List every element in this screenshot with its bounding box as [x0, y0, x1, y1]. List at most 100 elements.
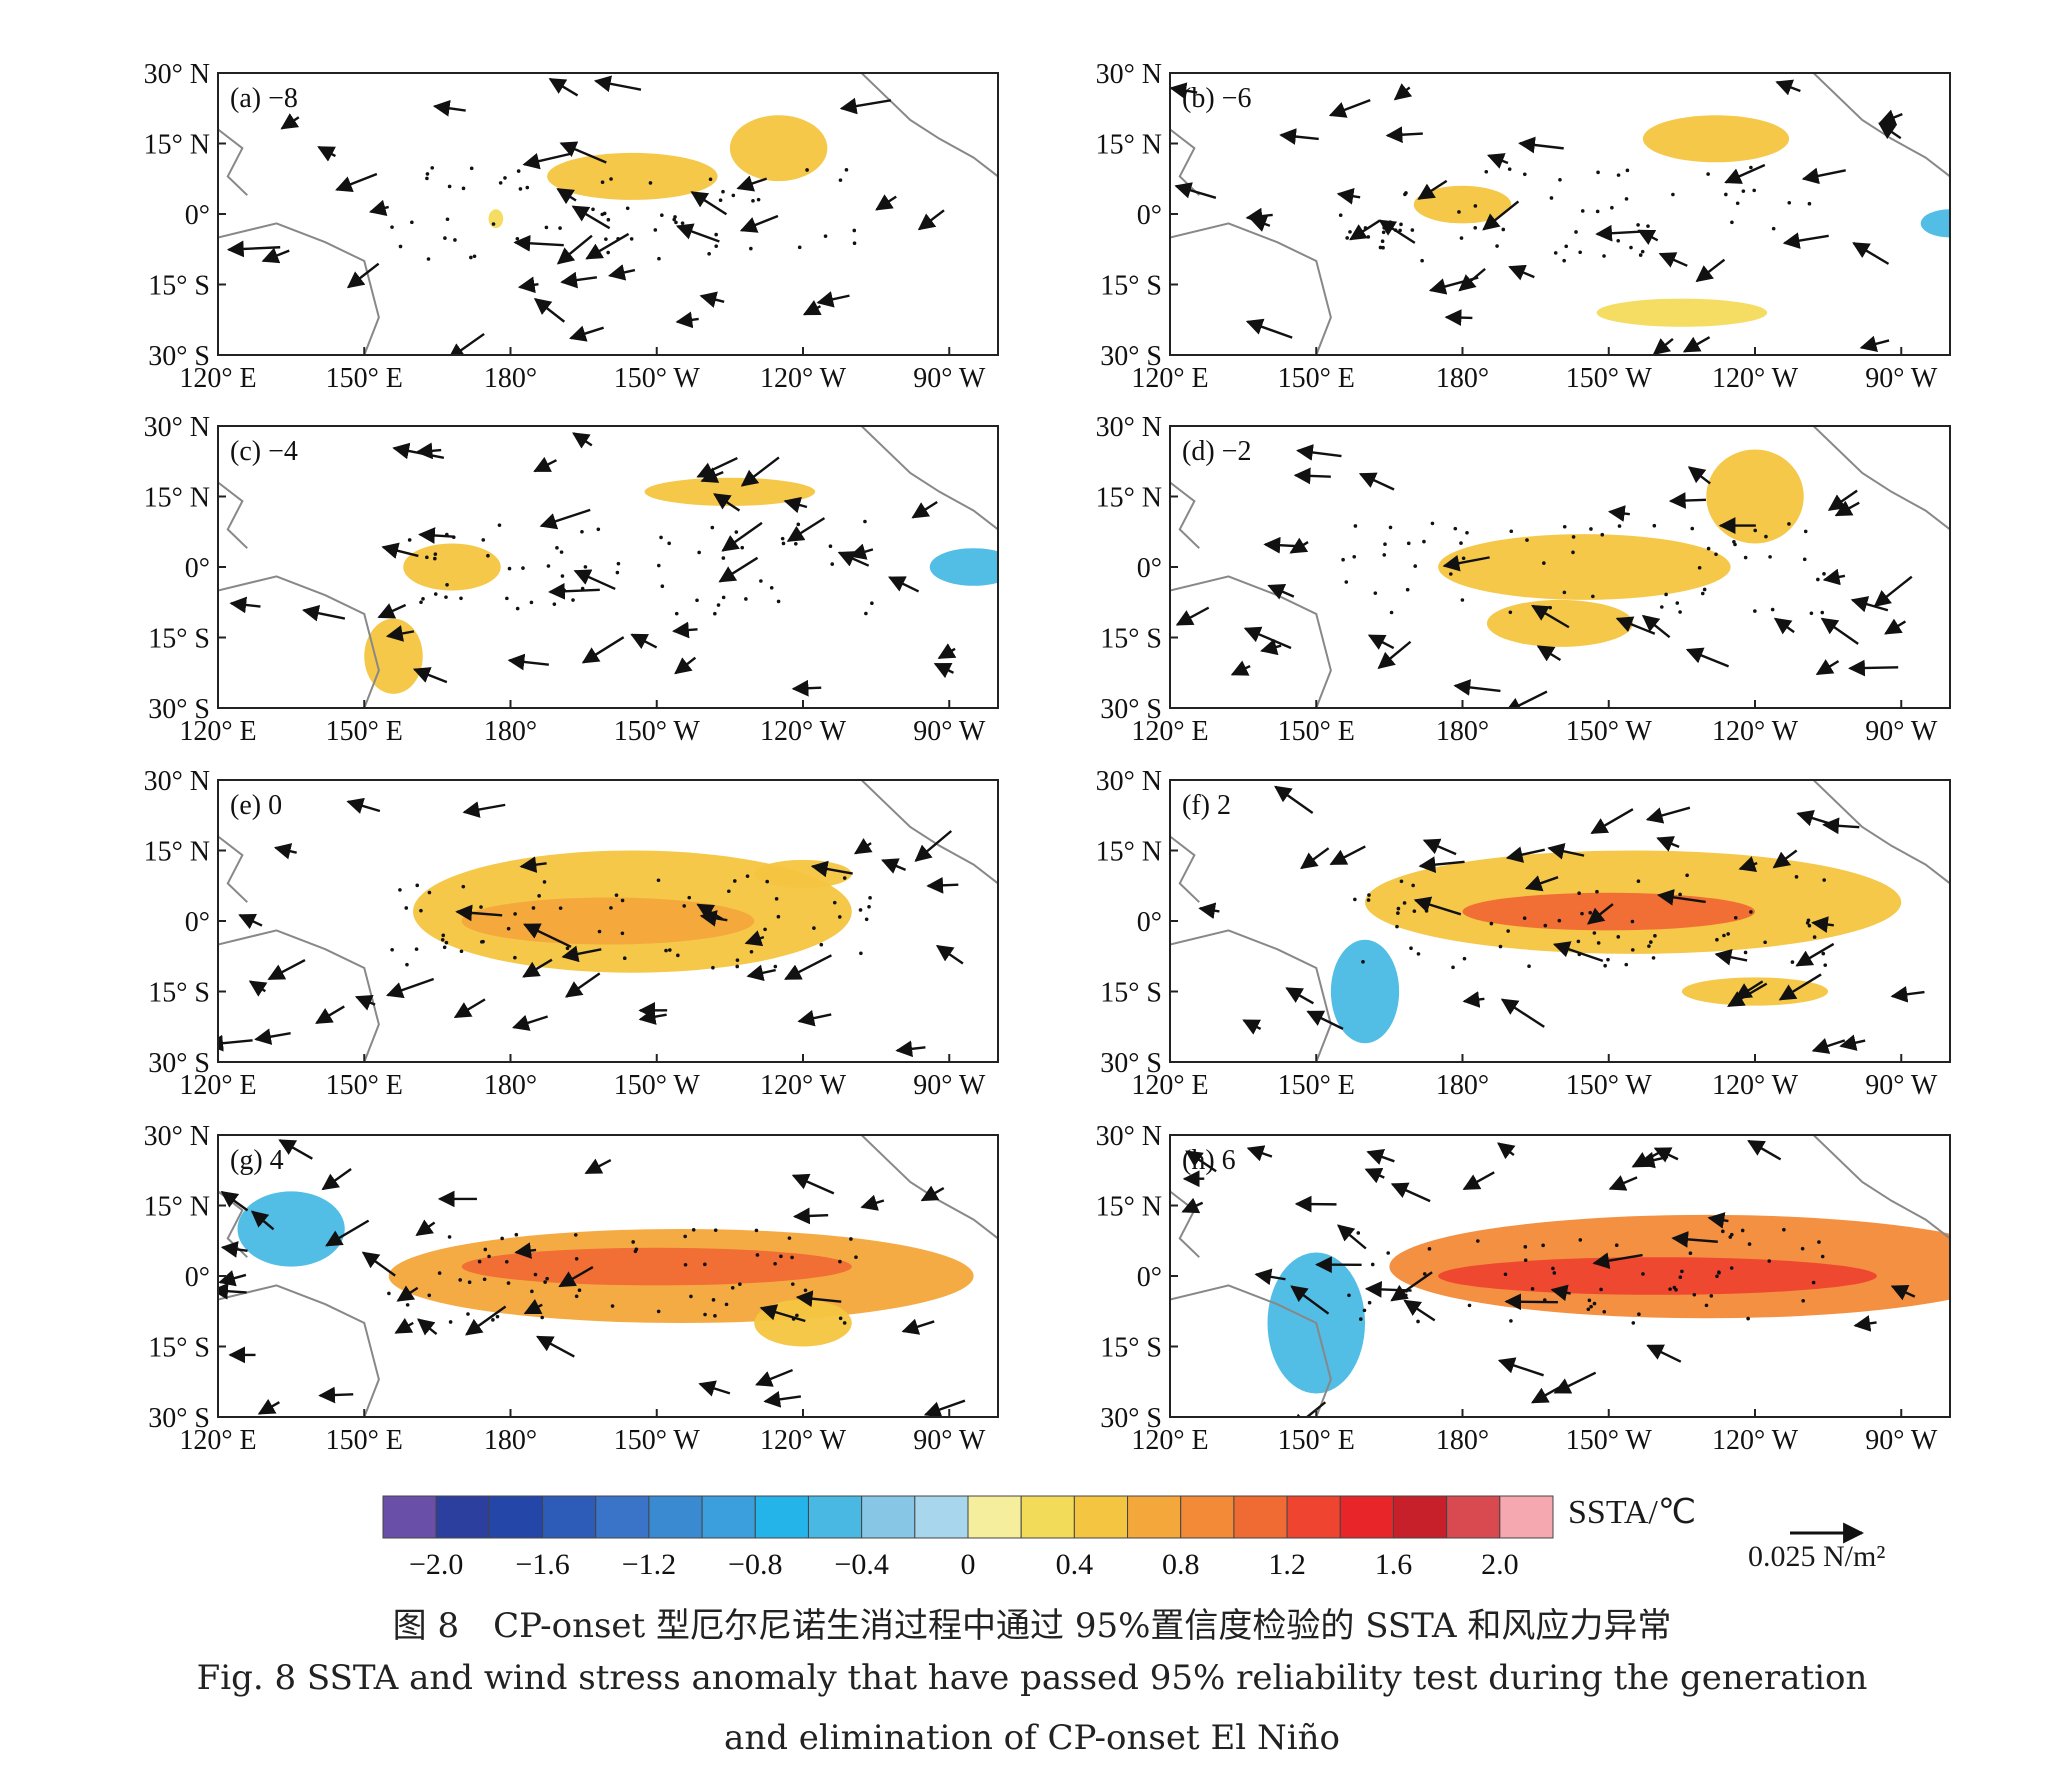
significance-dot: [832, 900, 837, 905]
significance-dot: [1599, 1287, 1603, 1292]
significance-dot: [1591, 594, 1595, 599]
wind-stress-vector: [248, 980, 268, 997]
significance-dot: [805, 168, 809, 172]
significance-dot: [756, 197, 761, 202]
wind-stress-vector: [523, 923, 572, 948]
wind-stress-vector: [257, 1398, 280, 1415]
wind-stress-vector: [1185, 1150, 1217, 1173]
significance-dot: [1410, 228, 1415, 232]
wind-stress-vector: [396, 1285, 419, 1302]
coastline: [1170, 481, 1200, 549]
wind-stress-vector: [1505, 846, 1546, 863]
wind-stress-vector: [920, 1185, 945, 1202]
wind-stress-vector: [1850, 596, 1889, 613]
ssta-region: [547, 152, 718, 200]
wind-stress-vector: [573, 569, 616, 591]
significance-dot: [480, 940, 484, 944]
significance-dot: [1641, 1272, 1645, 1276]
significance-dot: [1382, 226, 1386, 230]
significance-dot: [604, 237, 608, 241]
significance-dot: [1527, 964, 1531, 969]
significance-dot: [1457, 210, 1461, 214]
wind-stress-vector: [1530, 1385, 1562, 1404]
colorbar-swatch: [701, 1495, 756, 1539]
significance-dot: [837, 915, 842, 919]
significance-dot: [1562, 258, 1566, 263]
wind-stress-vector: [321, 1167, 352, 1191]
significance-dot: [1787, 522, 1791, 526]
significance-dot: [513, 912, 517, 916]
wind-stress-vector: [220, 1191, 249, 1212]
significance-dot: [1807, 201, 1812, 206]
latitude-tick-label: 0°: [1137, 907, 1162, 938]
significance-dot: [1809, 611, 1814, 616]
significance-dot: [1378, 245, 1383, 250]
latitude-tick-label: 15° N: [144, 1192, 210, 1223]
latitude-tick-label: 30° S: [1100, 341, 1162, 372]
wind-stress-vector: [1413, 896, 1462, 916]
significance-dot: [1522, 172, 1527, 177]
latitude-tick-label: 0°: [1137, 1262, 1162, 1293]
significance-dot: [868, 896, 872, 900]
longitude-tick-label: 150° E: [326, 1070, 403, 1101]
significance-dot: [711, 965, 715, 970]
significance-dot: [1596, 170, 1600, 175]
significance-dot: [1820, 610, 1825, 615]
significance-dot: [1381, 230, 1386, 235]
significance-dot: [674, 611, 679, 616]
significance-dot: [668, 948, 672, 952]
significance-dot: [1624, 962, 1629, 967]
wind-stress-vector: [1552, 941, 1604, 963]
wind-stress-vector: [1695, 258, 1726, 283]
significance-dot: [1685, 873, 1689, 878]
significance-dot: [864, 611, 868, 616]
significance-dot: [1411, 883, 1415, 888]
wind-stress-vector: [569, 325, 604, 342]
ssta-region: [461, 897, 755, 945]
significance-dot: [500, 1236, 504, 1241]
significance-dot: [426, 257, 431, 261]
latitude-tick-label: 30° N: [144, 59, 210, 90]
wind-stress-vector: [792, 1207, 829, 1225]
significance-dot: [1367, 1300, 1372, 1305]
significance-dot: [734, 530, 739, 534]
significance-dot: [620, 898, 625, 903]
significance-dot: [1574, 230, 1578, 234]
significance-dot: [1801, 1298, 1805, 1303]
wind-stress-vector: [318, 1386, 354, 1404]
significance-dot: [1700, 591, 1705, 596]
significance-dot: [505, 596, 509, 601]
wind-stress-vector: [325, 1219, 370, 1247]
significance-dot: [1721, 1229, 1725, 1234]
ssta-region: [1642, 115, 1790, 163]
colorbar-tick-label: −0.8: [728, 1548, 782, 1581]
significance-dot: [1753, 609, 1757, 613]
wind-stress-vector: [254, 1028, 291, 1045]
wind-stress-vector: [394, 1317, 414, 1334]
panel-label: (h) 6: [1182, 1145, 1236, 1176]
colorbar-swatch: [1446, 1495, 1501, 1539]
wind-stress-vector: [346, 797, 381, 814]
colorbar-swatch: [1180, 1495, 1235, 1539]
significance-dot: [1562, 524, 1567, 529]
significance-dot: [1706, 172, 1710, 176]
wind-stress-vector: [1873, 575, 1913, 608]
wind-stress-vector: [1497, 1142, 1516, 1160]
significance-dot: [705, 912, 710, 916]
wind-stress-vector: [1656, 836, 1680, 852]
significance-dot: [469, 255, 473, 260]
significance-dot: [830, 562, 835, 566]
significance-dot: [1600, 532, 1605, 537]
significance-dot: [1806, 918, 1811, 923]
wind-stress-vector: [432, 99, 466, 117]
longitude-tick-label: 120° E: [1131, 1425, 1208, 1456]
significance-dot: [1389, 610, 1394, 615]
wind-stress-vector: [1608, 1175, 1638, 1191]
significance-dot: [769, 585, 774, 590]
longitude-tick-label: 120° W: [760, 1070, 847, 1101]
significance-dot: [1449, 572, 1453, 576]
longitude-tick-label: 150° E: [326, 363, 403, 394]
significance-dot: [514, 1232, 519, 1237]
significance-dot: [1578, 1238, 1583, 1242]
